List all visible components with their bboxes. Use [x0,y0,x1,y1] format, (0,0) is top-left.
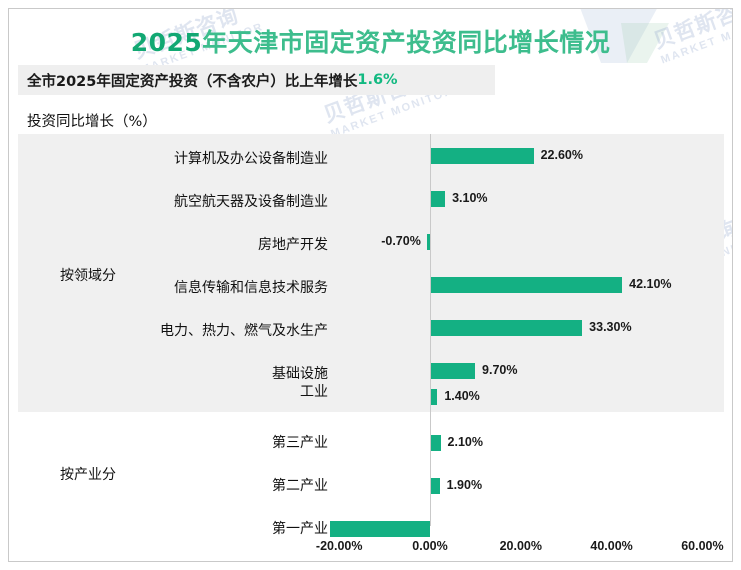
x-axis: -20.00% 0.00% 20.00% 40.00% 60.00% [18,539,724,559]
table-row: 第二产业 [18,463,724,506]
x-axis-tick-label: 20.00% [499,539,542,553]
x-axis-tick-label: 60.00% [681,539,724,553]
bar-category-label: 第三产业 [272,434,328,451]
bar-value-label: 2.10% [447,435,483,449]
table-row: 电力、热力、燃气及水生产 [18,308,724,351]
subtitle-highlight-value: 1.6% [357,72,398,88]
bar-category-label: 信息传输和信息技术服务 [174,279,328,296]
table-row: 第三产业 [18,420,724,463]
bar-第二产业 [431,478,440,494]
bar-category-label: 房地产开发 [258,236,328,253]
bar-value-label: 22.60% [540,148,583,162]
bars-layer: 22.60% 3.10% -0.70% 42.10% 33.30% 9.70% 1.40% 2… [9,9,732,561]
table-row: 工业 [18,369,724,412]
table-row: 房地产开发 [18,222,724,265]
x-axis-tick-label: 0.00% [412,539,448,553]
axis-title: 投资同比增长（%） [27,114,157,130]
zero-axis-line [430,134,431,526]
bar-value-label: 1.40% [444,389,480,403]
x-axis-tick-label: -20.00% [315,539,363,553]
x-axis-tick-label: 40.00% [590,539,633,553]
bar-value-label: -0.70% [381,234,421,248]
bar-value-label: 1.90% [446,478,483,492]
group-label-domain: 按领域分 [60,268,116,284]
table-row: 计算机及办公设备制造业 [18,136,724,179]
bar-value-label: 9.70% [482,363,518,377]
bar-电力、热力、燃气及水生产 [431,320,583,336]
bar-计算机及办公设备制造业 [431,148,534,164]
title-rest: 年天津市固定资产投资同比增长情况 [202,28,611,57]
bar-value-label: 33.30% [589,320,632,334]
table-row: 基础设施 [18,351,724,394]
table-row: 航空航天器及设备制造业 [18,179,724,222]
bar-category-label: 电力、热力、燃气及水生产 [160,322,328,339]
bar-category-label: 航空航天器及设备制造业 [174,193,328,210]
chart-section-domain: 按领域分 计算机及办公设备制造业 航空航天器及设备制造业 房地产开发 信息传输和… [18,134,724,412]
subtitle-banner: 全市2025年固定资产投资（不含农户）比上年增长 1.6% [18,65,495,95]
bar-value-label: 42.10% [629,277,672,291]
bar-category-label: 工业 [300,383,328,400]
bar-房地产开发 [426,234,430,250]
bar-category-label: 第二产业 [272,477,328,494]
table-row: 信息传输和信息技术服务 [18,265,724,308]
bar-第三产业 [431,435,441,451]
bar-value-label: 3.10% [452,191,488,205]
bar-category-label: 第一产业 [272,520,328,537]
bar-工业 [431,389,438,405]
group-label-industry: 按产业分 [60,467,116,483]
subtitle-text: 全市2025年固定资产投资（不含农户）比上年增长 [27,73,358,90]
title-year: 2025 [130,28,203,57]
bar-category-label: 基础设施 [272,365,328,382]
page-title: 2025年天津市固定资产投资同比增长情况 [9,23,732,59]
table-row: 第一产业 [18,506,724,549]
bar-category-label: 计算机及办公设备制造业 [174,150,328,167]
bar-第一产业 [330,521,430,537]
bar-信息传输和信息技术服务 [431,277,623,293]
chart-card: 贝哲斯咨询 MARKET MONITOR 贝哲斯咨询 MARKET MONITO… [8,8,733,562]
bar-基础设施 [431,363,476,379]
bar-航空航天器及设备制造业 [431,191,446,207]
